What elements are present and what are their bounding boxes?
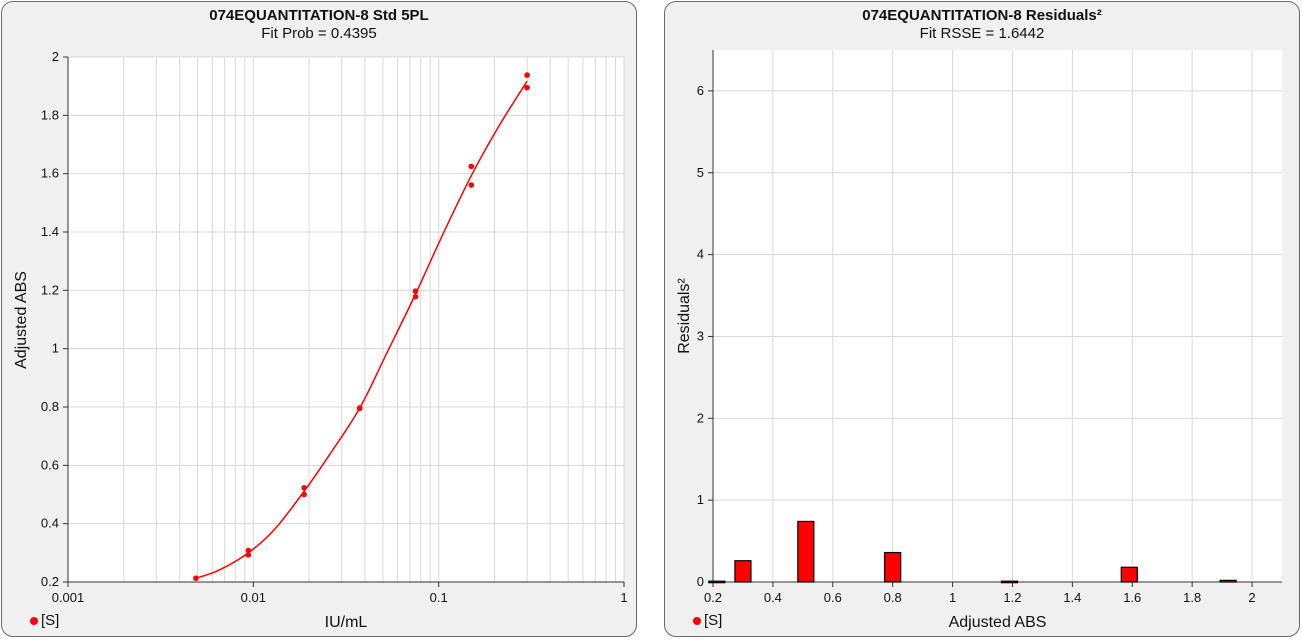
x-tick-label: 0.6: [824, 590, 842, 605]
plot-area: [68, 57, 624, 582]
residual-bar: [708, 580, 726, 584]
x-tick-label: 0.8: [884, 590, 902, 605]
x-axis-label: IU/mL: [324, 614, 368, 631]
x-tick-label: 1.2: [1003, 590, 1021, 605]
residual-bar: [1120, 566, 1138, 583]
data-point: [524, 72, 530, 78]
x-tick-label: 1.8: [1183, 590, 1201, 605]
data-point: [245, 552, 252, 558]
chart-subtitle: Fit RSSE = 1.6442: [919, 25, 1045, 42]
legend-marker-icon: [693, 616, 701, 625]
data-point: [301, 491, 307, 498]
y-tick-label: 1: [697, 492, 704, 507]
data-point: [301, 484, 307, 491]
plot-area: [713, 50, 1282, 582]
y-tick-label: 2: [697, 410, 704, 425]
standard-curve-plot: 0.001 0.01 0.1 1 0.2 0.4 0.6 0.8 1 1.2 1.4 1.6 1.8 2: [41, 49, 628, 605]
y-tick-label: 6: [697, 83, 704, 98]
y-tick-label: 0.2: [41, 574, 59, 589]
x-tick-label: 1.4: [1063, 590, 1081, 605]
x-tick-label: 1: [949, 590, 956, 605]
residual-bar: [797, 520, 815, 583]
residual-bar: [1219, 579, 1237, 583]
x-tick-label: 0.01: [241, 590, 266, 605]
y-tick-label: 1.2: [41, 282, 59, 297]
y-tick-label: 0.6: [41, 457, 59, 472]
chart-subtitle: Fit Prob = 0.4395: [261, 25, 377, 42]
y-tick-label: 0.4: [41, 516, 59, 531]
y-tick-label: 1.8: [41, 107, 59, 122]
residual-bar: [1000, 580, 1019, 584]
x-axis-label: Adjusted ABS: [948, 614, 1047, 631]
chart-title: 074EQUANTITATION-8 Std 5PL: [209, 7, 429, 24]
y-tick-label: 2: [52, 49, 59, 64]
chart-title: 074EQUANTITATION-8 Residuals²: [862, 7, 1102, 24]
y-tick-label: 0.8: [41, 399, 59, 414]
y-tick-label: 1.6: [41, 166, 59, 181]
residual-bar: [884, 551, 902, 583]
data-point: [356, 405, 363, 411]
y-tick-label: 3: [697, 328, 704, 343]
data-point: [412, 293, 419, 300]
y-tick-label: 5: [697, 165, 704, 180]
x-tick-label: 0.4: [764, 590, 782, 605]
residuals-panel: 074EQUANTITATION-8 Residuals² Fit RSSE =…: [664, 1, 1300, 637]
data-point: [524, 84, 530, 91]
legend: [S]: [693, 612, 722, 629]
data-point: [468, 163, 475, 170]
legend: [S]: [30, 612, 59, 629]
legend-label: [S]: [704, 612, 723, 629]
x-tick-label: 1: [620, 590, 627, 605]
x-tick-label: 1.6: [1123, 590, 1141, 605]
legend-marker-icon: [30, 616, 38, 625]
y-tick-label: 4: [697, 247, 704, 262]
x-tick-label: 0.1: [430, 590, 448, 605]
residuals-plot: 0.2 0.4 0.6 0.8 1 1.2 1.4 1.6 1.8 2 0 1 2 3 4 5 6: [697, 50, 1282, 605]
y-tick-label: 1.4: [41, 224, 59, 239]
y-tick-label: 0: [697, 574, 704, 589]
x-tick-label: 0.2: [704, 590, 722, 605]
data-point: [412, 288, 419, 295]
standard-curve-panel: 074EQUANTITATION-8 Std 5PL Fit Prob = 0.…: [1, 1, 637, 637]
x-tick-label: 2: [1248, 590, 1255, 605]
residual-bar: [734, 560, 752, 583]
data-point: [193, 575, 199, 582]
data-point: [245, 547, 252, 554]
x-tick-label: 0.001: [52, 590, 85, 605]
y-axis-label: Residuals²: [676, 278, 693, 354]
legend-label: [S]: [41, 612, 60, 629]
data-point: [468, 182, 475, 188]
y-tick-label: 1: [52, 341, 59, 356]
y-axis-label: Adjusted ABS: [13, 270, 30, 369]
